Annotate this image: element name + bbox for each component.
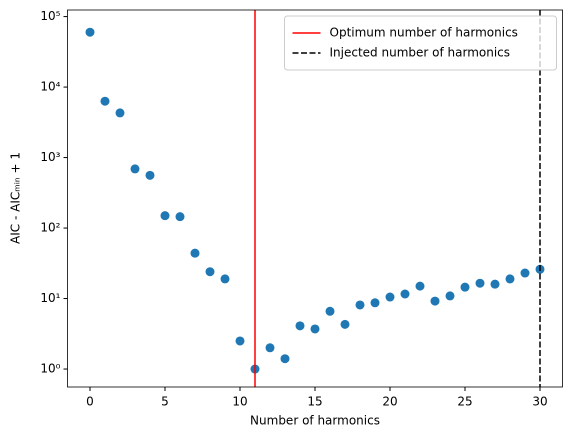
y-tick-label: 10⁰ (40, 362, 60, 376)
point (280, 354, 290, 364)
x-tick-label: 0 (86, 395, 94, 409)
x-tick-label: 5 (161, 395, 169, 409)
point (145, 170, 155, 180)
y-tick-label: 10³ (40, 150, 60, 164)
point (445, 291, 455, 301)
point (295, 321, 305, 331)
axes-frame (67, 9, 563, 388)
x-tick-label: 15 (307, 395, 322, 409)
x-axis-label: Number of harmonics (250, 414, 380, 428)
point (490, 279, 500, 289)
point (85, 27, 95, 37)
point (460, 282, 470, 292)
x-tick-label: 30 (532, 395, 547, 409)
legend-box (284, 15, 557, 71)
point (325, 306, 335, 316)
y-tick-label: 10¹ (40, 291, 60, 305)
point (355, 300, 365, 310)
point (475, 278, 485, 288)
y-tick-label: 10² (40, 221, 60, 235)
x-tick-label: 20 (382, 395, 397, 409)
point (340, 319, 350, 329)
point (205, 267, 215, 277)
point (190, 248, 200, 258)
y-tick-label: 10⁵ (40, 9, 60, 23)
point (235, 336, 245, 346)
y-tick-label: 10⁴ (40, 80, 60, 94)
y-axis-label: AIC - AICₘᵢₙ + 1 (9, 152, 23, 244)
point (220, 274, 230, 284)
point (385, 292, 395, 302)
point (370, 298, 380, 308)
x-tick-label: 10 (232, 395, 247, 409)
point (415, 281, 425, 291)
point (265, 343, 275, 353)
legend-label: Injected number of harmonics (330, 46, 511, 60)
x-tick-label: 25 (457, 395, 472, 409)
point (430, 296, 440, 306)
point (160, 211, 170, 221)
point (175, 212, 185, 222)
point (505, 274, 515, 284)
point (310, 324, 320, 334)
point (130, 164, 140, 174)
point (520, 268, 530, 278)
legend-label: Optimum number of harmonics (330, 26, 518, 40)
point (115, 108, 125, 118)
point (100, 96, 110, 106)
point (400, 289, 410, 299)
